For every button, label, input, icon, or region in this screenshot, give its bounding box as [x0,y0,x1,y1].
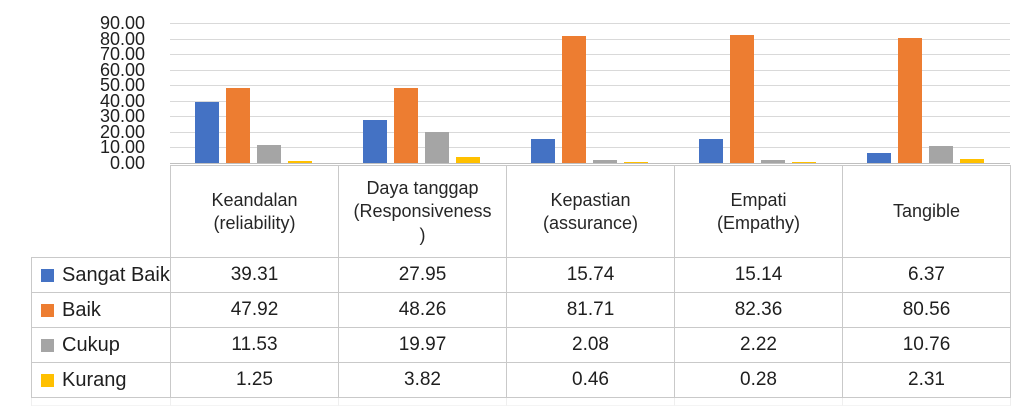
gridline [170,132,1010,133]
series-label-cell: Kurang [32,363,171,398]
y-tick-label: 70.00 [99,44,145,65]
value-cell: 11.53 [171,328,339,363]
category-header-cell: Daya tanggap (Responsiveness ) [339,166,507,258]
y-tick-label: 80.00 [99,28,145,49]
series-name: Kurang [62,368,127,391]
bar-series-1-category-2 [363,120,387,163]
y-tick-label: 20.00 [99,121,145,142]
gridline [170,101,1010,102]
bar-series-4-category-5 [960,159,984,163]
cropped-row-remnant [31,398,1011,406]
bar-series-3-category-4 [761,160,785,163]
gridline [170,85,1010,86]
value-cell: 80.56 [843,293,1011,328]
y-tick-label: 60.00 [99,59,145,80]
value-cell: 15.14 [675,258,843,293]
bar-series-2-category-5 [898,38,922,163]
data-table: Sangat Baik 39.31 27.95 15.74 15.14 6.37 Baik 4… [31,257,1011,398]
category-header-cell: Keandalan (reliability) [171,166,339,258]
value-cell: 3.82 [339,363,507,398]
gridline [170,23,1010,24]
bar-series-2-category-2 [394,88,418,163]
bar-series-4-category-4 [792,162,816,163]
cropped-cell [843,398,1011,406]
value-cell: 2.08 [507,328,675,363]
bar-series-4-category-1 [288,161,312,163]
legend-swatch-icon [41,338,54,352]
value-cell: 82.36 [675,293,843,328]
bar-series-3-category-2 [425,132,449,163]
y-tick-label: 40.00 [99,90,145,111]
cropped-cell [171,398,339,406]
bar-series-2-category-1 [226,88,250,163]
series-name: Baik [62,298,101,321]
gridline [170,54,1010,55]
value-cell: 2.22 [675,328,843,363]
value-cell: 10.76 [843,328,1011,363]
bar-series-1-category-3 [531,139,555,163]
category-header-cell: Kepastian (assurance) [507,166,675,258]
category-header-cell: Empati (Empathy) [675,166,843,258]
legend-swatch-icon [41,373,54,387]
series-name: Cukup [62,333,120,356]
y-axis: 90.00 80.00 70.00 60.00 50.00 40.00 30.00 20.00… [0,0,145,180]
value-cell: 81.71 [507,293,675,328]
gridline [170,39,1010,40]
value-cell: 48.26 [339,293,507,328]
value-cell: 27.95 [339,258,507,293]
value-cell: 15.74 [507,258,675,293]
gridline [170,116,1010,117]
cropped-cell [675,398,843,406]
y-tick-label: 0.00 [109,153,145,173]
series-label-cell: Cukup [32,328,171,363]
bar-series-2-category-3 [562,36,586,163]
y-tick-label: 90.00 [99,13,145,33]
value-cell: 47.92 [171,293,339,328]
gridline [170,147,1010,148]
category-header-row: Keandalan (reliability) Daya tanggap (Res… [170,165,1011,258]
y-tick-label: 30.00 [99,106,145,127]
category-header-cell: Tangible [843,166,1011,258]
bar-series-3-category-3 [593,160,617,163]
series-label-cell: Baik [32,293,171,328]
value-cell: 39.31 [171,258,339,293]
bar-series-1-category-5 [867,153,891,163]
bar-series-3-category-1 [257,145,281,163]
value-cell: 19.97 [339,328,507,363]
bar-series-2-category-4 [730,35,754,163]
y-tick-label: 50.00 [99,75,145,96]
gridline [170,70,1010,71]
series-name: Sangat Baik [62,263,170,286]
x-axis-line [170,163,1010,164]
bar-series-1-category-4 [699,139,723,163]
legend-swatch-icon [41,303,54,317]
value-cell: 0.28 [675,363,843,398]
y-tick-label: 10.00 [99,137,145,158]
cropped-cell [507,398,675,406]
bar-series-1-category-1 [195,102,219,163]
series-label-cell: Sangat Baik [32,258,171,293]
value-cell: 6.37 [843,258,1011,293]
plot-area [0,0,1024,170]
legend-swatch-icon [41,268,54,282]
cropped-cell [32,398,171,406]
bar-series-4-category-3 [624,162,648,163]
bar-series-4-category-2 [456,157,480,163]
value-cell: 0.46 [507,363,675,398]
value-cell: 2.31 [843,363,1011,398]
cropped-cell [339,398,507,406]
bar-series-3-category-5 [929,146,953,163]
value-cell: 1.25 [171,363,339,398]
